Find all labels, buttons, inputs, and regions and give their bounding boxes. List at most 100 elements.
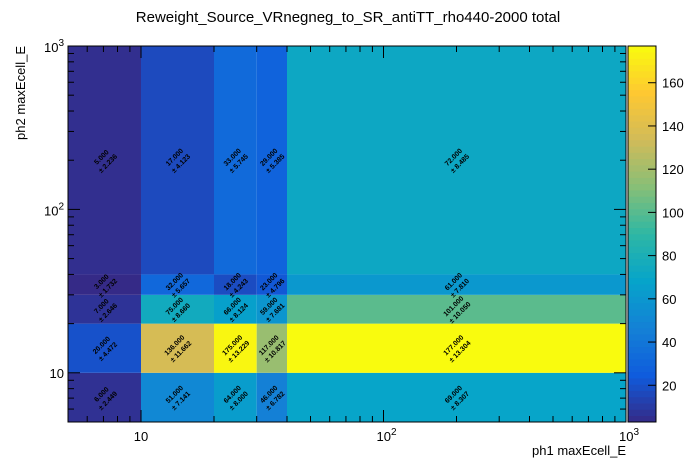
tick-exponent: 3 [58,38,64,49]
colorbar-band [628,95,656,103]
y-tick-label: 103 [44,38,64,55]
heatmap-cell [256,294,287,324]
colorbar-band [628,409,656,417]
colorbar-band [628,277,656,285]
colorbar-frame [627,45,657,423]
colorbar-band [628,402,656,410]
colorbar-band [628,246,656,254]
heatmap-cell [140,274,214,295]
colorbar-band [628,139,656,147]
colorbar-band [628,70,656,78]
heatmap-cell [140,323,214,373]
colorbar-band [628,89,656,97]
colorbar-band [628,315,656,323]
heatmap-cell [213,274,257,295]
heatmap-cell [256,274,287,295]
colorbar-band [628,202,656,210]
colorbar-band [628,108,656,116]
heatmap-cell [286,372,626,422]
colorbar-band [628,252,656,260]
heatmap-cell [286,323,626,373]
heatmap-cell [286,46,626,275]
colorbar-band [628,145,656,153]
colorbar-band [628,290,656,297]
colorbar-band [628,302,656,310]
colorbar-band [628,390,656,398]
heatmap-cell [140,372,214,422]
colorbar-band [628,359,656,366]
colorbar-band [628,196,656,203]
colorbar-tick-label: 60 [662,292,676,307]
colorbar-band [628,133,656,141]
colorbar-band [628,45,656,53]
colorbar-band [628,227,656,235]
colorbar-band [628,396,656,404]
y-tick-label: 10 [50,366,64,381]
colorbar-band [628,377,656,385]
tick-base: 10 [44,40,58,55]
colorbar-band [628,214,656,222]
heatmap-cell [256,372,287,422]
heatmap-cells [68,46,626,422]
colorbar-band [628,415,656,423]
colorbar-tick-label: 80 [662,249,676,264]
tick-exponent: 2 [58,201,64,212]
colorbar-band [628,239,656,247]
x-axis-title: ph1 maxEcell_E [532,443,626,458]
colorbar-band [628,127,656,135]
colorbar-band [628,77,656,84]
colorbar-band [628,183,656,191]
colorbar-tick-label: 140 [662,119,684,134]
colorbar-band [628,58,656,66]
colorbar-band [628,164,656,172]
colorbar-band [628,352,656,360]
colorbar-band [628,384,656,391]
x-tick-label: 102 [376,427,396,444]
colorbar-band [628,265,656,272]
colorbar-band [628,327,656,335]
chart-title: Reweight_Source_VRnegneg_to_SR_antiTT_rh… [136,9,560,26]
heatmap-cell [68,46,141,275]
heatmap-cell [286,294,626,324]
x-tick-label: 10 [134,429,148,444]
tick-base: 10 [376,429,390,444]
heatmap-cell [68,372,141,422]
colorbar-band [628,233,656,241]
colorbar-band [628,321,656,329]
colorbar-band [628,346,656,354]
tick-base: 10 [619,429,633,444]
colorbar-tick-label: 20 [662,378,676,393]
colorbar-band [628,340,656,348]
colorbar-tick-label: 100 [662,205,684,220]
colorbar-band [628,371,656,379]
y-tick-label: 102 [44,201,64,218]
colorbar-band [628,120,656,128]
colorbar-band [628,64,656,72]
heatmap-cell [140,294,214,324]
colorbar-band [628,333,656,341]
colorbar-band [628,152,656,160]
heatmap-cell [68,274,141,295]
colorbar-tick-label: 40 [662,335,676,350]
colorbar-band [628,283,656,291]
colorbar-band [628,51,656,59]
colorbar-band [628,171,656,178]
colorbar-tick-label: 160 [662,76,684,91]
heatmap-cell [256,323,287,373]
tick-base: 10 [50,366,64,381]
colorbar-band [628,271,656,279]
y-axis-title: ph2 maxEcell_E [13,46,28,140]
colorbar-band [628,296,656,304]
heatmap-cell [68,294,141,324]
colorbar-band [628,258,656,266]
colorbar-band [628,177,656,185]
colorbar-band [628,102,656,109]
plot-frame [67,45,627,423]
tick-base: 10 [134,429,148,444]
heatmap-cell [213,372,257,422]
tick-base: 10 [44,203,58,218]
colorbar-band [628,158,656,166]
colorbar-band [628,308,656,316]
